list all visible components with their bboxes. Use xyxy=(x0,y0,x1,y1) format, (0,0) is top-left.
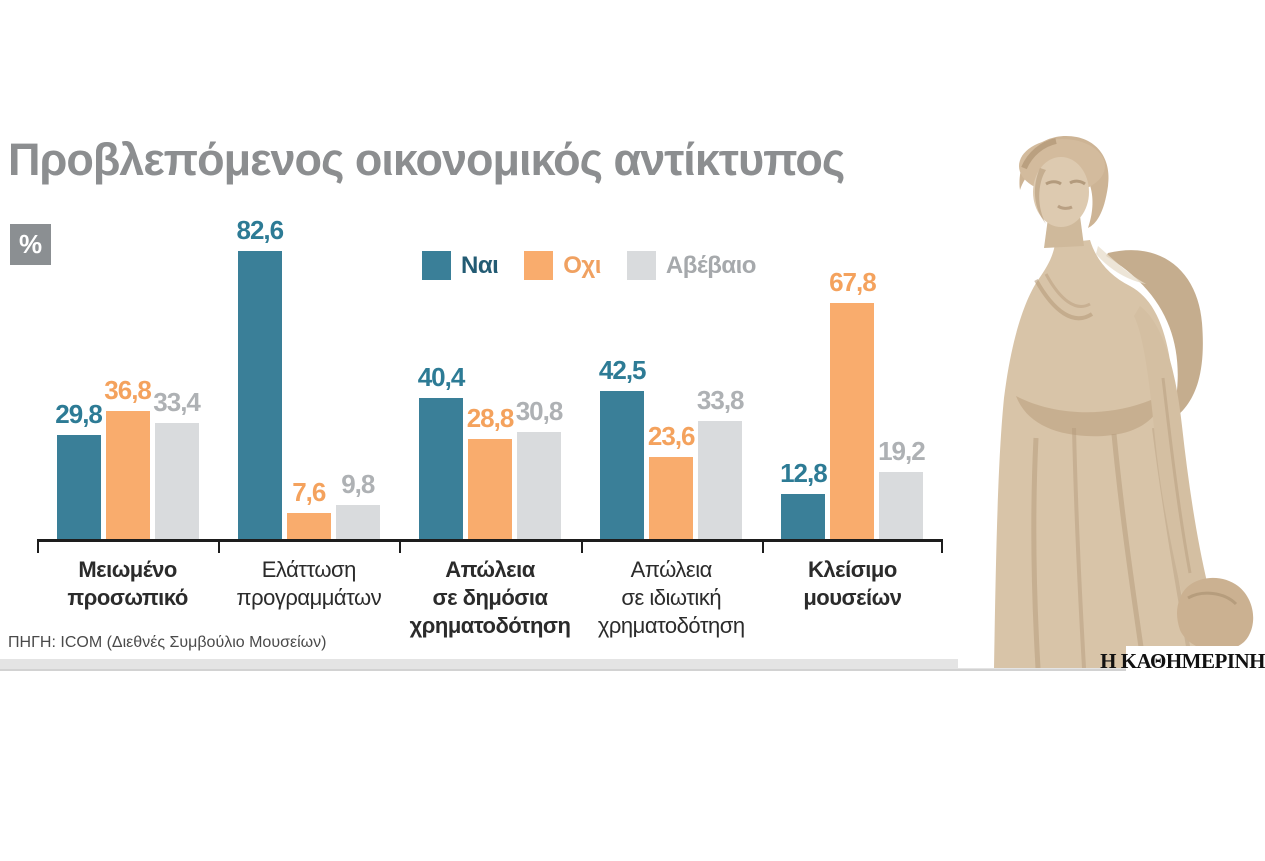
axis-tick xyxy=(941,542,943,553)
legend-swatch-3 xyxy=(626,251,656,280)
percent-unit-badge: % xyxy=(10,224,51,265)
category-label-line: Ελάττωση xyxy=(261,557,357,582)
category-label-line: χρηματοδότηση xyxy=(409,613,571,638)
legend-swatch-2 xyxy=(524,251,554,280)
bar-slot: 30,8 xyxy=(516,396,563,539)
bar-value-label: 40,4 xyxy=(417,362,466,393)
category-label-row: Μειωμένο προσωπικό Ελάττωση προγραμμάτων Απώ… xyxy=(37,556,943,640)
bar-slot: 36,8 xyxy=(104,375,152,539)
legend-item-3: Αβέβαιο xyxy=(626,251,757,280)
bar-slot: 42,5 xyxy=(599,355,646,539)
bar-value-label: 67,8 xyxy=(829,266,877,297)
legend: Ναι Οχι Αβέβαιο xyxy=(422,251,756,280)
bar-Ναι-3 xyxy=(419,398,463,539)
bar-slot: 7,6 xyxy=(286,477,331,539)
bar-Ναι-2 xyxy=(237,251,282,539)
category-label-line: Κλείσιμο xyxy=(808,557,897,582)
bar-slot: 33,4 xyxy=(153,387,201,539)
bar-Οχι-2 xyxy=(286,512,331,539)
bar-Αβέβαιο-5 xyxy=(879,472,924,539)
bar-slot: 29,8 xyxy=(55,399,103,539)
bar-plot-area: 29,8 36,8 33,4 82,6 7,6 9,8 40,4 28,8 30,8 42,5 23… xyxy=(37,215,943,539)
brand-logo-box: Η ΚΑΘΗΜΕΡΙΝΗ xyxy=(1100,646,1265,676)
legend-label-1: Ναι xyxy=(461,251,499,279)
bar-value-label: 42,5 xyxy=(598,354,647,385)
source-note: ΠΗΓΗ: ICOM (Διεθνές Συμβούλιο Μουσείων) xyxy=(8,634,327,651)
bar-slot: 67,8 xyxy=(829,267,877,539)
axis-tick xyxy=(218,542,221,553)
bar-slot: 28,8 xyxy=(467,403,514,539)
category-label-5: Κλείσιμο μουσείων xyxy=(762,556,943,640)
category-label-line: σε ιδιωτική xyxy=(621,585,722,610)
axis-tick xyxy=(37,542,39,553)
category-label-line: Απώλεια xyxy=(630,557,713,582)
bar-Ναι-4 xyxy=(600,390,645,539)
bar-value-label: 33,8 xyxy=(696,385,745,416)
axis-tick xyxy=(761,542,764,553)
bar-slot: 33,8 xyxy=(697,385,744,539)
bar-group-3: 40,4 28,8 30,8 xyxy=(399,250,580,539)
axis-tick xyxy=(580,542,583,553)
legend-label-3: Αβέβαιο xyxy=(665,251,757,279)
bar-value-label: 82,6 xyxy=(236,215,284,246)
bar-Οχι-5 xyxy=(830,302,875,539)
legend-item-2: Οχι xyxy=(524,251,601,280)
brand-logo-text: Η ΚΑΘΗΜΕΡΙΝΗ xyxy=(1100,648,1265,673)
bar-slot: 19,2 xyxy=(878,436,926,539)
bar-value-label: 36,8 xyxy=(104,374,152,405)
category-label-line: μουσείων xyxy=(803,585,902,610)
bar-value-label: 19,2 xyxy=(878,436,926,467)
legend-label-2: Οχι xyxy=(563,251,601,279)
legend-item-1: Ναι xyxy=(422,251,499,280)
bar-Αβέβαιο-4 xyxy=(698,421,743,539)
bottom-divider-strip xyxy=(0,659,1265,671)
category-label-1: Μειωμένο προσωπικό xyxy=(37,556,218,640)
bar-Αβέβαιο-3 xyxy=(517,431,561,539)
category-label-line: σε δημόσια xyxy=(432,585,548,610)
legend-swatch-1 xyxy=(422,251,451,280)
page-title: Προβλεπόμενος οικονομικός αντίκτυπος xyxy=(8,134,845,185)
bar-value-label: 30,8 xyxy=(515,395,564,426)
bar-group-1: 29,8 36,8 33,4 xyxy=(37,250,218,539)
bar-Οχι-4 xyxy=(649,456,694,539)
bar-group-2: 82,6 7,6 9,8 xyxy=(218,215,399,539)
bar-Αβέβαιο-1 xyxy=(154,422,199,539)
bar-value-label: 33,4 xyxy=(153,386,201,417)
category-label-line: προγραμμάτων xyxy=(236,585,382,610)
bar-value-label: 7,6 xyxy=(292,476,326,507)
bar-value-label: 23,6 xyxy=(647,420,696,451)
bar-value-label: 29,8 xyxy=(55,399,103,430)
classical-statue-image xyxy=(958,128,1265,668)
bar-Οχι-3 xyxy=(468,438,512,539)
bar-slot: 9,8 xyxy=(335,469,380,539)
bar-slot: 12,8 xyxy=(780,458,828,539)
bar-value-label: 28,8 xyxy=(466,402,515,433)
bar-slot: 82,6 xyxy=(236,215,284,539)
category-label-line: Μειωμένο xyxy=(78,557,177,582)
bar-Οχι-1 xyxy=(105,410,150,539)
bar-Ναι-5 xyxy=(781,494,826,539)
category-label-line: χρηματοδότηση xyxy=(597,613,745,638)
bar-value-label: 12,8 xyxy=(780,458,828,489)
category-label-2: Ελάττωση προγραμμάτων xyxy=(218,556,399,640)
bar-Ναι-1 xyxy=(56,435,101,539)
bar-Αβέβαιο-2 xyxy=(335,504,380,539)
category-label-line: Απώλεια xyxy=(445,557,535,582)
bar-value-label: 9,8 xyxy=(341,468,375,499)
bar-group-4: 42,5 23,6 33,8 xyxy=(581,250,762,539)
x-axis-line xyxy=(37,539,943,542)
category-label-line: προσωπικό xyxy=(67,585,188,610)
bar-group-5: 12,8 67,8 19,2 xyxy=(762,250,943,539)
bar-slot: 40,4 xyxy=(418,362,465,539)
category-label-4: Απώλεια σε ιδιωτική χρηματοδότηση xyxy=(581,556,762,640)
category-label-3: Απώλεια σε δημόσια χρηματοδότηση xyxy=(399,556,580,640)
bar-slot: 23,6 xyxy=(648,421,695,539)
axis-tick xyxy=(399,542,402,553)
